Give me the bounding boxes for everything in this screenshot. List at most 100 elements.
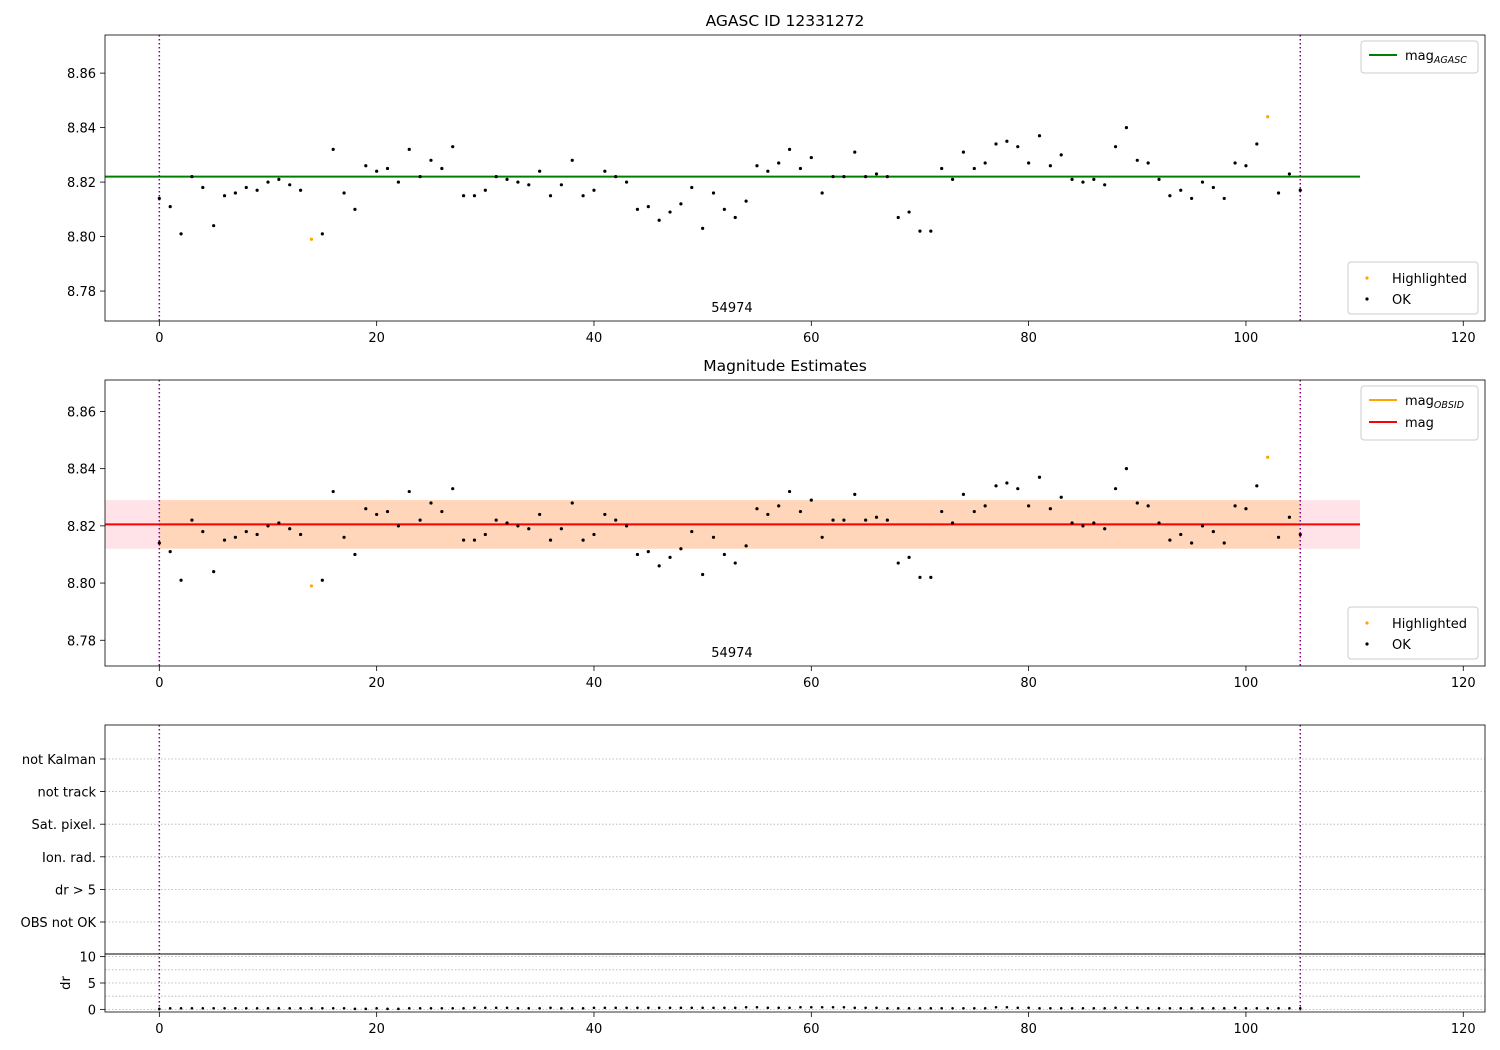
- ok-point: [298, 532, 303, 537]
- dr-tick-label: 10: [79, 951, 96, 966]
- ok-point: [320, 578, 324, 582]
- dr-point: [777, 1006, 781, 1010]
- ok-point: [842, 175, 846, 179]
- dr-point: [1298, 1007, 1302, 1010]
- dr-point: [636, 1006, 639, 1010]
- highlighted-point: [309, 237, 314, 241]
- dr-point: [723, 1006, 726, 1010]
- legend-point-label: OK: [1392, 638, 1411, 653]
- ok-point: [657, 218, 661, 222]
- legend-line-main: mag: [1405, 49, 1434, 64]
- ok-point: [1124, 126, 1129, 130]
- ok-point: [1048, 164, 1052, 168]
- ok-point: [787, 147, 792, 151]
- ok-point: [874, 172, 879, 176]
- dr-point: [451, 1007, 455, 1010]
- ok-point: [1190, 541, 1194, 545]
- ok-point: [277, 177, 281, 181]
- ok-point: [483, 532, 487, 537]
- x-tick-label: 100: [1234, 331, 1259, 346]
- ok-point: [798, 509, 803, 514]
- dr-point: [277, 1007, 281, 1010]
- dr-point: [1016, 1006, 1020, 1010]
- ok-point: [918, 575, 922, 579]
- ok-point: [624, 524, 629, 528]
- ok-point: [614, 175, 618, 179]
- dr-point: [418, 1007, 422, 1010]
- ok-point: [1005, 139, 1009, 143]
- obsid-annotation: 54974: [711, 646, 752, 661]
- ok-point: [212, 570, 216, 574]
- ok-point: [288, 527, 292, 531]
- dr-point: [549, 1006, 552, 1010]
- ok-point: [961, 492, 966, 496]
- dr-point: [712, 1006, 715, 1010]
- y-tick-label: 8.80: [67, 231, 96, 246]
- ok-point: [364, 507, 368, 511]
- ok-point: [331, 147, 335, 151]
- ok-point: [1135, 158, 1139, 162]
- ok-point: [429, 158, 433, 162]
- ok-point: [711, 191, 716, 195]
- dr-tick-label: 0: [88, 1003, 96, 1018]
- dr-point: [342, 1007, 346, 1010]
- ok-point: [809, 155, 813, 160]
- dr-point: [516, 1007, 520, 1010]
- x-tick-label: 40: [586, 1022, 603, 1037]
- ok-point: [429, 501, 433, 505]
- dr-point: [1255, 1007, 1259, 1010]
- dr-point: [657, 1006, 661, 1010]
- dr-point: [310, 1007, 313, 1010]
- ok-point: [461, 538, 466, 542]
- ok-point: [505, 521, 509, 525]
- ok-point: [1255, 142, 1259, 146]
- dr-point: [886, 1007, 889, 1010]
- legend-line-label: magAGASC: [1405, 49, 1467, 66]
- ok-point: [679, 202, 683, 206]
- dr-point: [299, 1007, 302, 1010]
- ok-point: [690, 185, 694, 190]
- ok-point: [157, 541, 161, 545]
- ok-point: [375, 169, 379, 173]
- legend-line-label: magOBSID: [1405, 394, 1464, 411]
- ok-point: [1037, 475, 1042, 479]
- dr-point: [788, 1006, 791, 1010]
- x-tick-label: 120: [1451, 676, 1476, 691]
- dr-point: [234, 1007, 237, 1010]
- panel-2: Magnitude Estimates 54974 8.78 8.80 8.82 8.84…: [67, 357, 1486, 691]
- ok-point: [548, 538, 553, 542]
- dr-point: [842, 1005, 846, 1009]
- ok-point: [1222, 541, 1226, 545]
- y-tick-label: 8.78: [67, 285, 96, 300]
- ok-point: [668, 210, 672, 214]
- flag-category-label: not Kalman: [22, 753, 96, 768]
- dr-point: [1212, 1007, 1215, 1010]
- ok-point: [929, 229, 933, 233]
- ok-point: [1233, 161, 1237, 165]
- ok-point: [233, 535, 237, 539]
- ok-point: [407, 147, 411, 151]
- y-tick-label: 8.80: [67, 577, 96, 592]
- dr-point: [1038, 1007, 1041, 1010]
- highlighted-point: [1266, 455, 1270, 459]
- ok-point: [777, 161, 781, 165]
- dr-point: [701, 1006, 704, 1010]
- dr-axis-label: dr: [59, 976, 74, 990]
- flag-category-label: OBS not OK: [21, 916, 97, 931]
- ok-point: [418, 518, 422, 522]
- x-tick-label: 80: [1020, 676, 1037, 691]
- ok-point: [1298, 532, 1302, 537]
- dr-point: [201, 1007, 205, 1010]
- x-tick-label: 40: [586, 331, 603, 346]
- dr-point: [907, 1007, 911, 1010]
- ok-point: [1016, 145, 1020, 149]
- legend-point-label: Highlighted: [1392, 272, 1467, 287]
- ok-point: [733, 215, 737, 220]
- ok-point: [798, 166, 803, 171]
- ok-point: [831, 175, 835, 179]
- ok-point: [657, 564, 661, 568]
- legend-point-label: OK: [1392, 293, 1411, 308]
- panel-1: AGASC ID 12331272 54974 8.78 8.80 8.82 8.84 8.…: [67, 12, 1486, 346]
- ok-point: [353, 207, 357, 211]
